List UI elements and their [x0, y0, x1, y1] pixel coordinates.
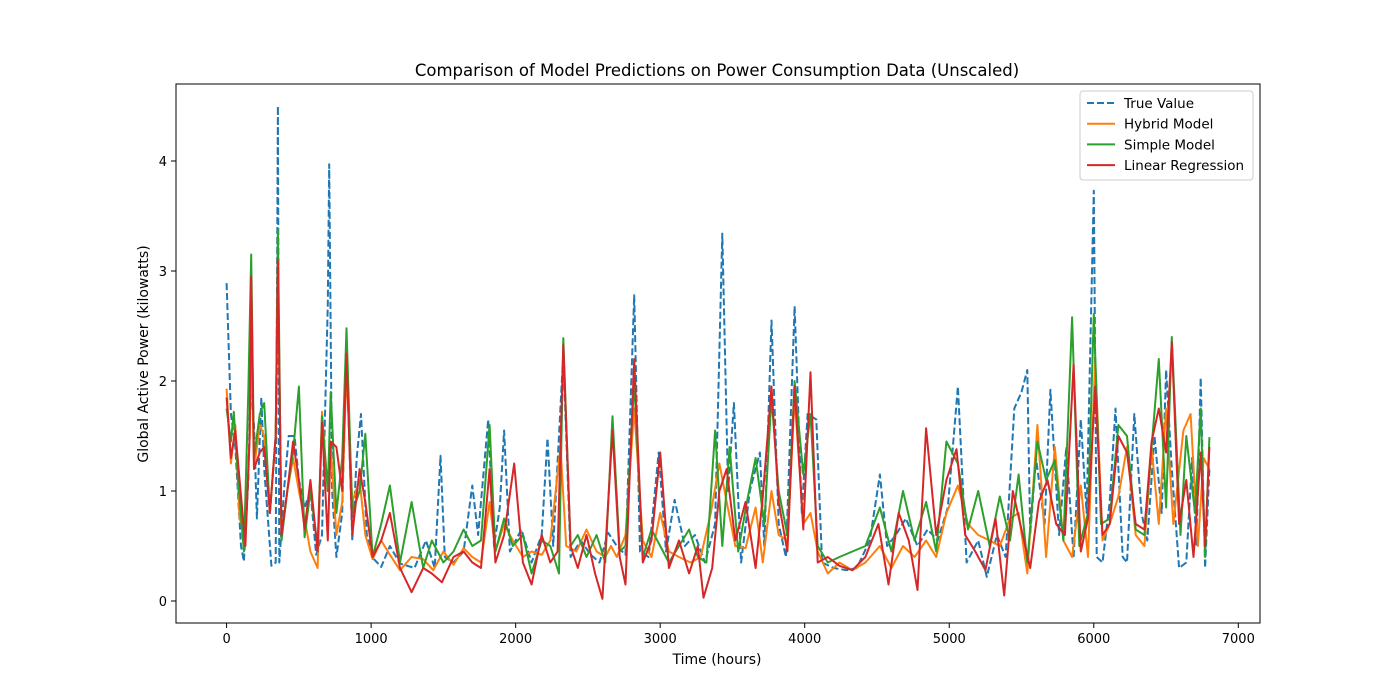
- x-tick-label: 2000: [499, 632, 532, 647]
- legend-label: Simple Model: [1124, 137, 1215, 153]
- y-axis: 0 1 2 3 4: [159, 155, 176, 610]
- y-tick-label: 1: [159, 485, 167, 500]
- y-tick-label: 0: [159, 595, 167, 610]
- x-tick-label: 4000: [788, 632, 821, 647]
- x-tick-label: 7000: [1222, 632, 1255, 647]
- y-tick-label: 2: [159, 375, 167, 390]
- x-tick-label: 0: [222, 632, 230, 647]
- series-line-true-value: [225, 105, 1211, 578]
- series-layer: [225, 105, 1211, 600]
- x-axis-label: Time (hours): [672, 652, 762, 668]
- x-tick-label: 3000: [644, 632, 677, 647]
- y-axis-label: Global Active Power (kilowatts): [136, 245, 152, 462]
- x-axis: 0 1000 2000 3000 4000 5000 6000 7000: [222, 623, 1255, 647]
- legend-label: True Value: [1123, 96, 1194, 112]
- y-tick-label: 3: [159, 265, 167, 280]
- legend-label: Linear Regression: [1124, 158, 1244, 174]
- x-tick-label: 6000: [1077, 632, 1110, 647]
- plot-frame: [175, 83, 1261, 624]
- legend-box: [1079, 90, 1254, 181]
- legend-label: Hybrid Model: [1124, 117, 1213, 133]
- legend: True Value Hybrid Model Simple Model Linear…: [1079, 90, 1254, 181]
- chart-title: Comparison of Model Predictions on Power…: [415, 61, 1019, 80]
- x-tick-label: 1000: [355, 632, 388, 647]
- series-line-simple-model: [225, 228, 1211, 575]
- x-tick-label: 5000: [933, 632, 966, 647]
- y-tick-label: 4: [159, 155, 167, 170]
- series-line-linear-regression: [225, 259, 1211, 600]
